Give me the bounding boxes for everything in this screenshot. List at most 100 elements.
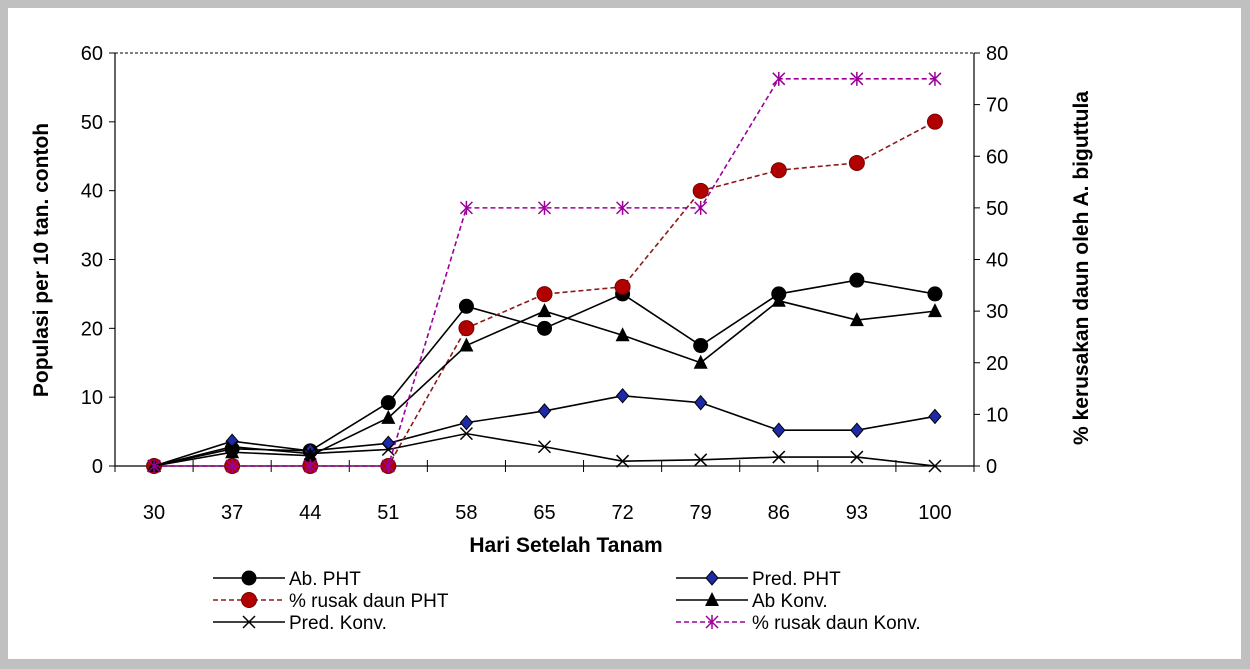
data-point: [850, 422, 864, 438]
data-point: [614, 278, 631, 295]
data-point: [771, 292, 786, 307]
data-point: [537, 200, 552, 215]
data-point: [147, 459, 161, 473]
y2-tick-label: 40: [986, 250, 1008, 272]
data-point: [225, 444, 240, 459]
data-point: [303, 447, 317, 461]
series: [147, 71, 942, 473]
data-point: [225, 459, 239, 473]
legend-label: Pred. Konv.: [289, 613, 387, 634]
x-tick-label: 72: [611, 502, 633, 524]
data-point: [616, 200, 630, 215]
legend-item: Ab. PHT: [213, 569, 361, 590]
data-point: [705, 592, 719, 606]
data-point: [616, 454, 630, 468]
data-point: [537, 303, 552, 318]
legend: Ab. PHT Pred. PHT % rusak daun PHT Ab Konv.…: [213, 569, 921, 634]
data-point: [615, 388, 630, 404]
data-point: [225, 440, 239, 454]
x-tick-label: 51: [377, 502, 399, 524]
legend-item: Ab Konv.: [676, 591, 828, 612]
legend-label: Ab. PHT: [289, 569, 361, 590]
data-point: [537, 320, 552, 336]
x-tick-label: 86: [768, 502, 790, 524]
data-point: [850, 71, 864, 86]
series-line: [154, 78, 935, 467]
legend-label: Ab Konv.: [752, 591, 828, 612]
series: [146, 113, 943, 474]
data-point: [927, 286, 943, 302]
y-axis-title: Populasi per 10 tan. contoh: [30, 123, 53, 397]
legend-item: % rusak daun PHT: [213, 591, 449, 612]
data-point: [848, 154, 865, 171]
data-point: [242, 615, 256, 629]
y-tick-label: 20: [81, 318, 103, 340]
data-point: [241, 570, 257, 586]
y2-tick-label: 0: [986, 456, 997, 478]
data-point: [615, 327, 630, 342]
data-point: [928, 408, 942, 425]
data-point: [537, 440, 552, 454]
x-tick-label: 100: [918, 502, 951, 524]
data-point: [850, 450, 864, 464]
data-point: [536, 286, 553, 303]
series: [146, 272, 943, 474]
data-point: [705, 615, 719, 629]
data-point: [459, 337, 474, 352]
x-tick-label: 58: [455, 502, 477, 524]
data-point: [694, 200, 708, 215]
data-point: [772, 71, 786, 86]
data-point: [241, 592, 257, 608]
y2-tick-label: 30: [986, 301, 1008, 323]
line-chart: 0 10 20 30 40 50 60 0 10 20 30 40 50 60 70 80 30 37 44 51 58…: [30, 43, 1093, 634]
axes: 0 10 20 30 40 50 60 0 10 20 30 40 50 60 70 80 30 37 44 51 58…: [81, 43, 1009, 524]
x-tick-label: 79: [690, 502, 712, 524]
data-point: [693, 354, 708, 369]
legend-label: Pred. PHT: [752, 569, 841, 590]
y2-tick-label: 80: [986, 43, 1008, 65]
x-tick-label: 93: [846, 502, 868, 524]
y2-tick-label: 60: [986, 146, 1008, 168]
y-tick-label: 40: [81, 181, 103, 203]
y2-tick-label: 10: [986, 404, 1008, 426]
data-point: [458, 320, 475, 337]
x-axis-title: Hari Setelah Tanam: [469, 534, 662, 557]
data-point: [459, 427, 473, 441]
data-point: [537, 403, 552, 419]
data-point: [694, 394, 708, 411]
series: [147, 388, 942, 474]
y-tick-label: 50: [81, 112, 103, 134]
y2-tick-label: 50: [986, 198, 1008, 220]
data-point: [770, 162, 787, 179]
data-point: [926, 113, 943, 130]
data-point: [928, 459, 942, 473]
data-point: [927, 303, 942, 318]
legend-item: % rusak daun Konv.: [676, 613, 921, 634]
data-point: [380, 395, 396, 411]
y2-tick-label: 20: [986, 353, 1008, 375]
x-tick-label: 37: [221, 502, 243, 524]
data-point: [694, 453, 708, 467]
y-tick-label: 60: [81, 43, 103, 65]
chart-panel: 0 10 20 30 40 50 60 0 10 20 30 40 50 60 70 80 30 37 44 51 58…: [8, 8, 1241, 659]
x-tick-label: 30: [143, 502, 165, 524]
data-point: [303, 459, 317, 473]
data-point: [459, 414, 474, 431]
data-point: [928, 71, 942, 86]
y-tick-label: 30: [81, 250, 103, 272]
data-point: [458, 298, 474, 314]
y-tick-label: 10: [81, 387, 103, 409]
legend-item: Pred. PHT: [676, 569, 841, 590]
data-point: [303, 447, 318, 462]
data-point: [849, 312, 864, 327]
data-point: [381, 459, 395, 473]
legend-item: Pred. Konv.: [213, 613, 387, 634]
legend-label: % rusak daun Konv.: [752, 613, 921, 634]
data-point: [705, 570, 719, 586]
data-point: [772, 422, 786, 438]
data-point: [849, 272, 865, 288]
y-tick-label: 0: [92, 456, 103, 478]
data-point: [381, 442, 395, 457]
series: [147, 427, 942, 473]
x-tick-label: 44: [299, 502, 321, 524]
